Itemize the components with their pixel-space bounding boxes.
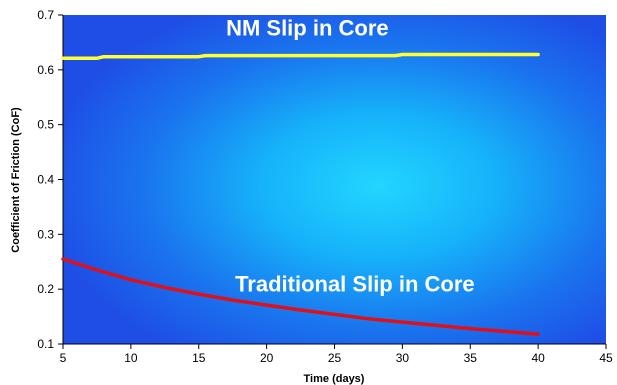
- x-tick-label: 20: [260, 351, 274, 365]
- y-tick-label: 0.7: [37, 8, 54, 22]
- x-tick-label: 10: [124, 351, 138, 365]
- y-tick-label: 0.1: [37, 337, 54, 351]
- plot-area: [63, 15, 606, 344]
- y-tick-label: 0.3: [37, 227, 54, 241]
- axes: 0.1 0.2 0.3 0.4 0.5 0.6 0.7 5 10 15 20 25 30 35 40 45: [37, 8, 613, 365]
- x-tick-label: 35: [464, 351, 478, 365]
- y-tick-label: 0.2: [37, 282, 54, 296]
- x-tick-label: 25: [328, 351, 342, 365]
- series-line-traditional-slip-in-core: [61, 257, 540, 336]
- y-tick-label: 0.5: [37, 118, 54, 132]
- series-line-nm-slip-in-core: [61, 52, 540, 61]
- x-tick-label: 15: [192, 351, 206, 365]
- x-tick-label: 30: [396, 351, 410, 365]
- annotation-layer: NM Slip in Core Traditional Slip in Core: [226, 15, 475, 296]
- y-tick-label: 0.4: [37, 173, 54, 187]
- x-axis-title: Time (days): [304, 373, 365, 385]
- x-tick-label: 5: [60, 351, 67, 365]
- x-tick-label: 40: [531, 351, 545, 365]
- series-layer: [61, 52, 540, 336]
- annotation-label: NM Slip in Core: [226, 15, 389, 40]
- y-axis-title: Coefficient of Friction (CoF): [10, 107, 22, 253]
- y-tick-label: 0.6: [37, 63, 54, 77]
- annotation-label: Traditional Slip in Core: [235, 271, 475, 296]
- x-tick-label: 45: [599, 351, 613, 365]
